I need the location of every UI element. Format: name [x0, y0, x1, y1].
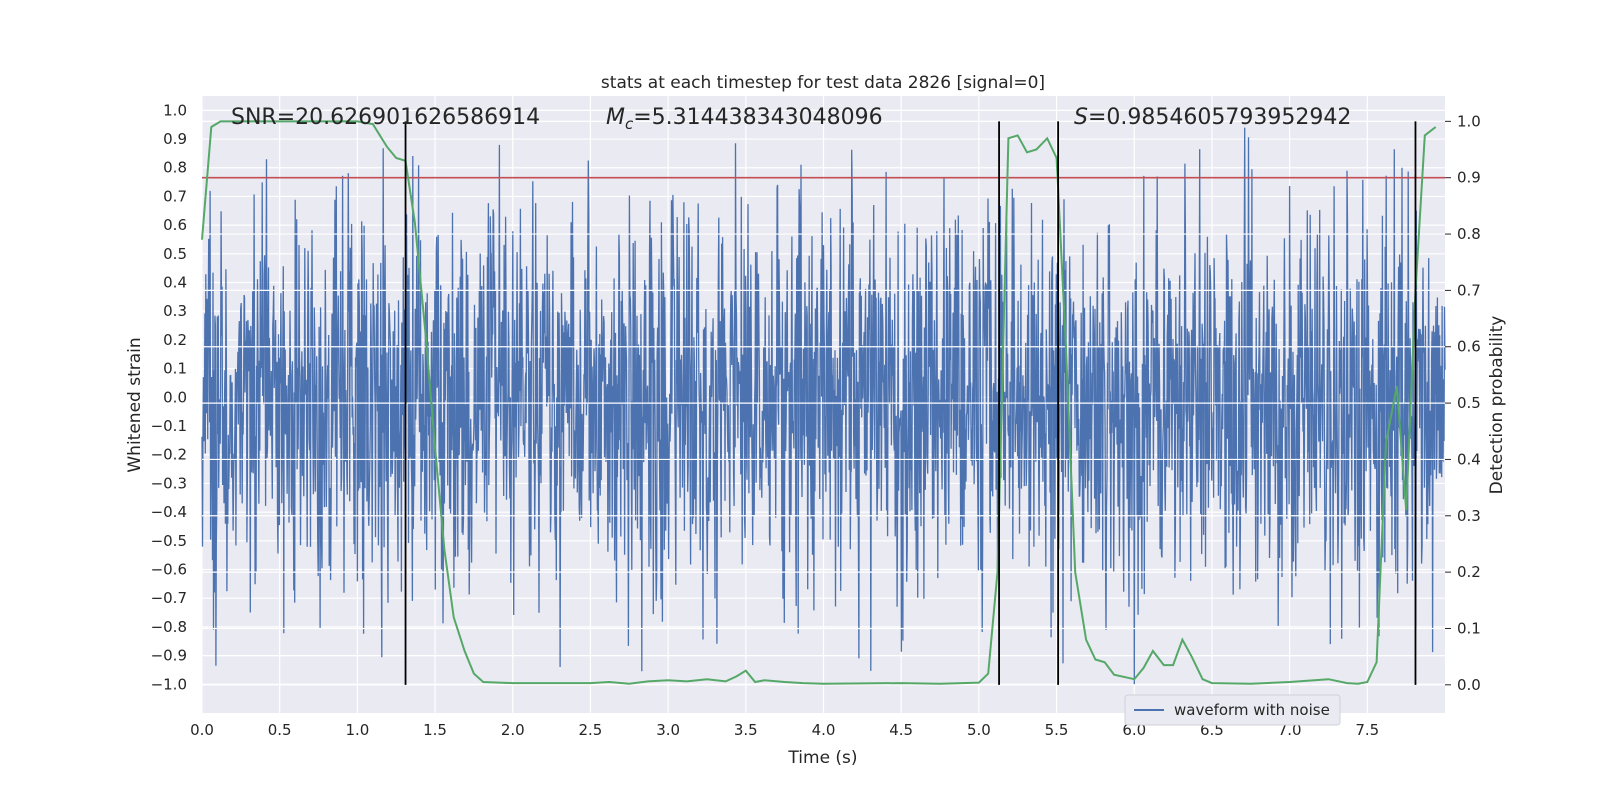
x-tick-label: 1.5: [423, 721, 447, 739]
x-tick-label: 2.0: [501, 721, 525, 739]
right-y-gridlines: [202, 120, 1445, 686]
left-y-tick-label: −0.8: [151, 618, 187, 636]
left-y-tick-label: −0.6: [151, 561, 187, 579]
left-y-tick-label: −0.9: [151, 647, 187, 665]
x-tick-label: 1.0: [345, 721, 369, 739]
right-y-tick-label: 0.6: [1457, 338, 1481, 356]
left-y-tick-label: 0.0: [163, 388, 187, 406]
x-tick-label: 7.5: [1355, 721, 1379, 739]
left-y-tick-label: 0.3: [163, 302, 187, 320]
left-y-tick-label: −0.7: [151, 589, 187, 607]
waveform-with-noise-line: [201, 127, 1446, 685]
score-value: =0.9854605793952942: [1088, 105, 1351, 130]
right-y-tick-label: 1.0: [1457, 112, 1481, 130]
x-tick-label: 3.5: [734, 721, 758, 739]
right-y-tick-label: 0.2: [1457, 563, 1481, 581]
x-tick-label: 5.0: [967, 721, 991, 739]
chart-title: stats at each timestep for test data 282…: [601, 73, 1045, 93]
left-y-tick-label: 0.1: [163, 360, 187, 378]
event-lines: [404, 121, 1417, 685]
snr-annotation: SNR=20.626901626586914: [231, 105, 540, 130]
x-tick-label: 2.5: [579, 721, 603, 739]
x-tick-label: 0.0: [190, 721, 214, 739]
x-tick-label: 0.5: [268, 721, 292, 739]
left-y-tick-label: 0.8: [163, 159, 187, 177]
left-y-tick-label: 0.4: [163, 274, 187, 292]
left-y-tick-label: 0.2: [163, 331, 187, 349]
right-y-tick-label: 0.7: [1457, 281, 1481, 299]
series-waveform-with-noise: [201, 127, 1446, 685]
right-y-axis-label: Detection probability: [1487, 316, 1507, 495]
left-y-tick-label: −0.1: [151, 417, 187, 435]
left-y-tick-label: −0.2: [151, 446, 187, 464]
detection-probability-line: [201, 120, 1437, 685]
x-tick-label: 4.0: [812, 721, 836, 739]
left-y-tick-label: 0.9: [163, 130, 187, 148]
series-detection-probability: [201, 120, 1437, 685]
right-y-tick-label: 0.1: [1457, 619, 1481, 637]
right-y-tick-label: 0.4: [1457, 450, 1481, 468]
left-y-tick-labels: 1.0 0.9 0.8 0.7 0.6 0.5 0.4 0.3 0.2 0.1 0.0 −0.1 −0.…: [151, 101, 187, 693]
right-y-tick-label: 0.3: [1457, 507, 1481, 525]
legend-label-waveform: waveform with noise: [1174, 701, 1330, 719]
right-y-tick-label: 0.9: [1457, 169, 1481, 187]
x-tick-label: 4.5: [889, 721, 913, 739]
left-y-tick-label: 0.5: [163, 245, 187, 263]
right-y-tick-label: 0.0: [1457, 676, 1481, 694]
legend-box: [1124, 694, 1341, 726]
left-y-tick-label: 0.7: [163, 187, 187, 205]
right-y-tick-labels: 1.0 0.9 0.8 0.7 0.6 0.5 0.4 0.3 0.2 0.1 0.0: [1445, 112, 1481, 694]
chirp-mass-symbol: M: [606, 105, 625, 130]
right-y-tick-label: 0.8: [1457, 225, 1481, 243]
left-y-tick-label: −0.5: [151, 532, 187, 550]
score-annotation: S=0.9854605793952942: [1074, 105, 1351, 130]
chirp-mass-annotation: Mc=5.314438343048096: [606, 105, 883, 133]
chirp-mass-subscript: c: [625, 115, 634, 133]
x-tick-labels: 0.0 0.5 1.0 1.5 2.0 2.5 3.0 3.5 4.0 4.5 5.0 5.5 6.0 6…: [190, 721, 1379, 739]
x-tick-label: 3.0: [656, 721, 680, 739]
left-y-tick-label: −0.4: [151, 503, 187, 521]
right-y-tick-label: 0.5: [1457, 394, 1481, 412]
left-y-tick-label: 0.6: [163, 216, 187, 234]
score-symbol: S: [1074, 105, 1088, 130]
left-y-tick-label: −1.0: [151, 675, 187, 693]
left-y-tick-label: −0.3: [151, 474, 187, 492]
legend: waveform with noise: [1124, 694, 1341, 726]
left-y-axis-label: Whitened strain: [125, 337, 145, 472]
chirp-mass-value: =5.314438343048096: [633, 105, 882, 130]
x-tick-label: 5.5: [1045, 721, 1069, 739]
x-axis-label: Time (s): [787, 748, 857, 768]
left-y-tick-label: 1.0: [163, 101, 187, 119]
